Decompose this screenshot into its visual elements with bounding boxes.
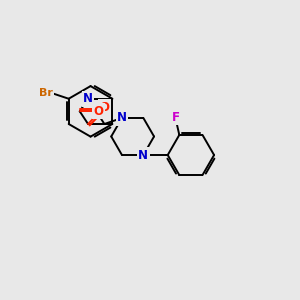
Text: O: O [93, 105, 103, 118]
Text: N: N [138, 148, 148, 161]
Text: Br: Br [39, 88, 53, 98]
Text: O: O [99, 100, 110, 114]
Text: N: N [117, 111, 127, 124]
Text: N: N [83, 92, 93, 105]
Text: F: F [172, 111, 180, 124]
